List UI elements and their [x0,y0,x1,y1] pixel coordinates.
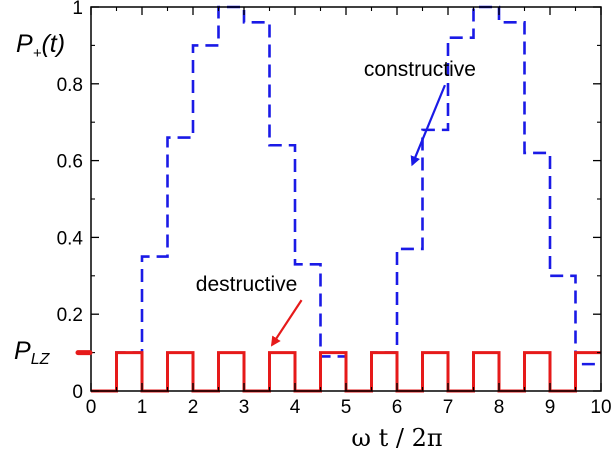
x-tick-label: 1 [137,397,148,418]
y-axis-label-main: P [16,30,33,58]
x-tick-label: 0 [86,397,97,418]
y-tick-label: 0.6 [57,152,83,173]
plz-label: PLZ [14,337,51,368]
y-axis-label-rest: (t) [41,30,65,58]
annotation-constructive-label: constructive [364,58,476,81]
plz-label-sub: LZ [31,351,51,368]
annotation-constructive-arrow [410,84,446,167]
x-tick-label: 9 [545,397,556,418]
x-tick-label: 8 [494,397,505,418]
series-constructive-line [91,5,601,393]
x-tick-label: 4 [290,397,301,418]
x-tick-label: 2 [188,397,199,418]
y-tick-label: 0.4 [57,228,84,249]
annotation-destructive-label: destructive [196,273,298,296]
x-tick-label: 7 [443,397,454,418]
y-tick-label: 0.8 [57,75,83,96]
x-axis-label: ω t / 2π [351,424,442,452]
x-tick-label: 6 [392,397,403,418]
y-axis-label-sub: + [33,45,42,62]
y-tick-label: 0.2 [57,305,83,326]
ticks-layer: 0 1 2 3 4 5 6 7 8 9 10 0 0.2 0.4 0.6 0.8 1 [57,0,612,418]
x-tick-label: 3 [239,397,250,418]
annotation-layer: constructive destructive [196,58,476,347]
y-tick-label: 0 [72,382,83,403]
x-tick-label: 10 [590,397,611,418]
plz-label-main: P [14,337,31,365]
y-axis-label: P+(t) [16,30,65,62]
x-tick-label: 5 [341,397,352,418]
series-layer [91,5,601,393]
annotation-destructive-arrow [270,299,303,347]
y-tick-label: 1 [72,0,83,19]
